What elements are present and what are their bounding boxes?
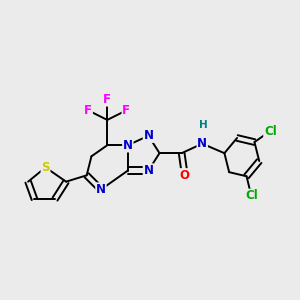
Text: Cl: Cl: [245, 189, 258, 203]
Text: Cl: Cl: [264, 124, 277, 137]
Text: N: N: [96, 183, 106, 196]
Text: N: N: [123, 139, 133, 152]
Text: N: N: [197, 137, 207, 150]
Text: S: S: [41, 161, 50, 174]
Text: F: F: [122, 104, 130, 117]
Text: N: N: [143, 129, 153, 142]
Text: F: F: [84, 104, 92, 117]
Text: H: H: [200, 120, 208, 130]
Text: O: O: [180, 169, 190, 182]
Text: N: N: [143, 164, 153, 177]
Text: F: F: [103, 93, 111, 106]
